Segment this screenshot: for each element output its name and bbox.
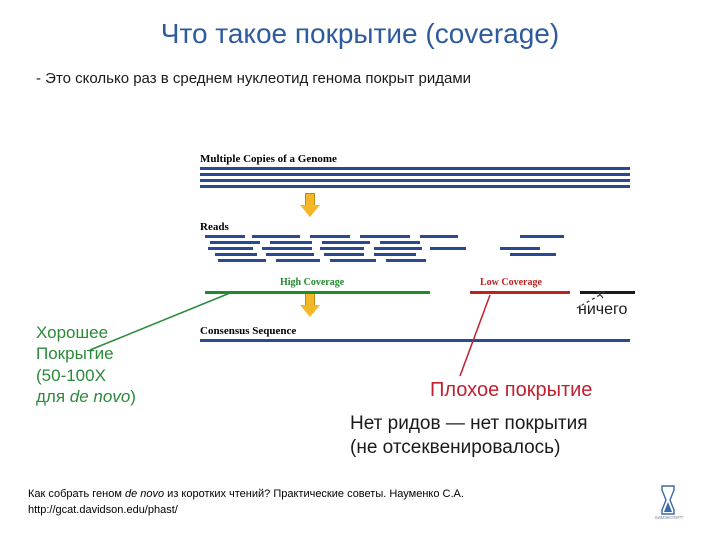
bad-coverage-connector (420, 291, 550, 391)
read-fragment (252, 235, 300, 238)
read-fragment (420, 235, 458, 238)
genome-copy-line (200, 179, 630, 182)
read-fragment (500, 247, 540, 250)
genome-copy-line (200, 185, 630, 188)
definition-text: - Это сколько раз в среднем нуклеотид ге… (0, 50, 720, 87)
read-fragment (430, 247, 466, 250)
read-fragment (374, 247, 422, 250)
coverage-label: High Coverage (280, 277, 344, 288)
label-multiple-copies: Multiple Copies of a Genome (200, 153, 337, 165)
annotation-no-reads: Нет ридов — нет покрытия(не отсеквениров… (350, 412, 588, 460)
read-fragment (324, 253, 364, 256)
read-fragment (380, 241, 420, 244)
read-fragment (215, 253, 257, 256)
svg-text:ХИМЭКСПЕРТ: ХИМЭКСПЕРТ (655, 515, 684, 520)
read-fragment (276, 259, 320, 262)
read-fragment (360, 235, 410, 238)
read-fragment (386, 259, 426, 262)
read-fragment (510, 253, 556, 256)
coverage-label: Low Coverage (480, 277, 542, 288)
read-fragment (208, 247, 253, 250)
genome-copy-line (200, 173, 630, 176)
read-fragment (210, 241, 260, 244)
read-fragment (310, 235, 350, 238)
page-title: Что такое покрытие (coverage) (0, 0, 720, 50)
read-fragment (218, 259, 266, 262)
read-fragment (374, 253, 416, 256)
genome-copy-line (200, 167, 630, 170)
label-reads: Reads (200, 221, 229, 233)
annotation-good-coverage: ХорошееПокрытие(50-100Xдля de novo) (36, 322, 136, 407)
read-fragment (320, 247, 364, 250)
footer-citation: Как собрать геном de novo из коротких чт… (28, 487, 464, 518)
annotation-bad-coverage: Плохое покрытие (430, 378, 592, 403)
read-fragment (270, 241, 312, 244)
read-fragment (520, 235, 564, 238)
annotation-nothing: ничего (578, 300, 627, 320)
read-fragment (266, 253, 314, 256)
read-fragment (205, 235, 245, 238)
brand-logo: ХИМЭКСПЕРТ (642, 482, 696, 520)
read-fragment (262, 247, 312, 250)
read-fragment (322, 241, 370, 244)
read-fragment (330, 259, 376, 262)
